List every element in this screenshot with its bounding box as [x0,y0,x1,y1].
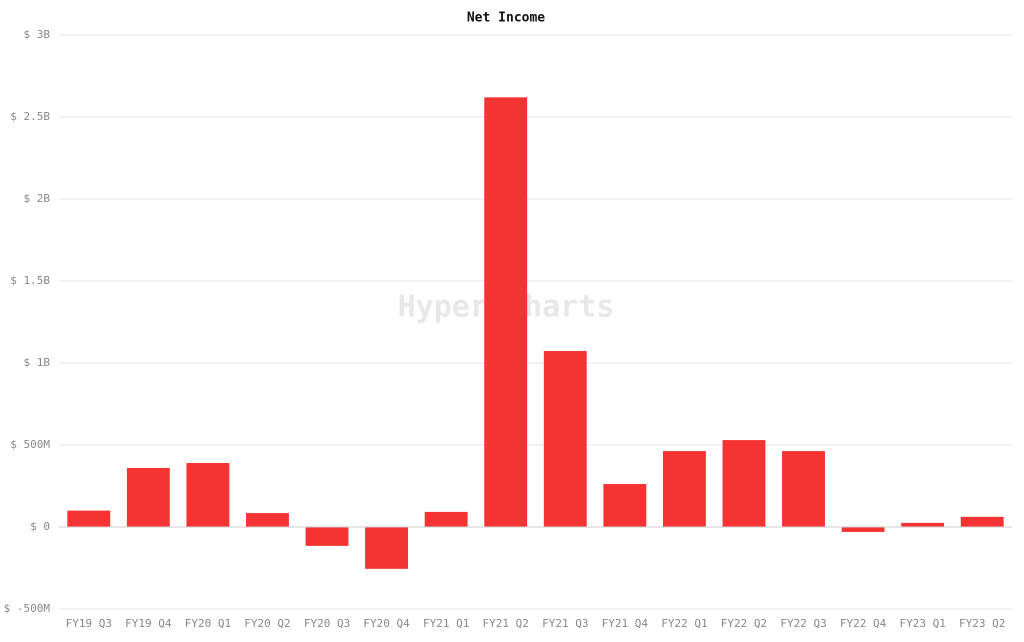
bar [305,527,349,546]
x-tick-label: FY19 Q3 [66,617,112,630]
bar [484,97,528,527]
bar [841,527,885,532]
bar [901,522,945,527]
y-tick-label: $ 0 [30,520,50,533]
bar [662,451,706,527]
x-tick-label: FY21 Q2 [483,617,529,630]
y-tick-label: $ 1B [24,356,51,369]
bar [603,484,647,527]
y-tick-label: $ 2.5B [10,110,50,123]
x-tick-label: FY22 Q4 [840,617,887,630]
y-tick-label: $ 2B [24,192,51,205]
x-tick-label: FY21 Q1 [423,617,469,630]
bar [960,516,1004,527]
y-tick-label: $ -500M [4,602,51,615]
y-tick-label: $ 3B [24,28,51,41]
y-tick-label: $ 500M [10,438,50,451]
bar [543,351,587,527]
x-tick-label: FY21 Q3 [542,617,588,630]
y-tick-label: $ 1.5B [10,274,50,287]
x-tick-label: FY21 Q4 [602,617,649,630]
x-tick-label: FY20 Q4 [363,617,410,630]
chart-title: Net Income [467,11,545,26]
x-tick-label: FY23 Q1 [899,617,945,630]
x-tick-label: FY20 Q1 [185,617,231,630]
x-tick-label: FY22 Q1 [661,617,707,630]
bar [782,451,825,527]
x-tick-label: FY22 Q3 [780,617,826,630]
bar [67,510,111,527]
x-tick-label: FY20 Q2 [244,617,290,630]
bar [722,440,766,527]
bar [126,467,170,527]
x-tick-label: FY22 Q2 [721,617,767,630]
x-tick-label: FY19 Q4 [125,617,172,630]
x-tick-label: FY23 Q2 [959,617,1005,630]
x-tick-label: FY20 Q3 [304,617,350,630]
bar [186,463,230,527]
bar [365,527,409,569]
bar [424,511,468,527]
bar [246,513,289,527]
